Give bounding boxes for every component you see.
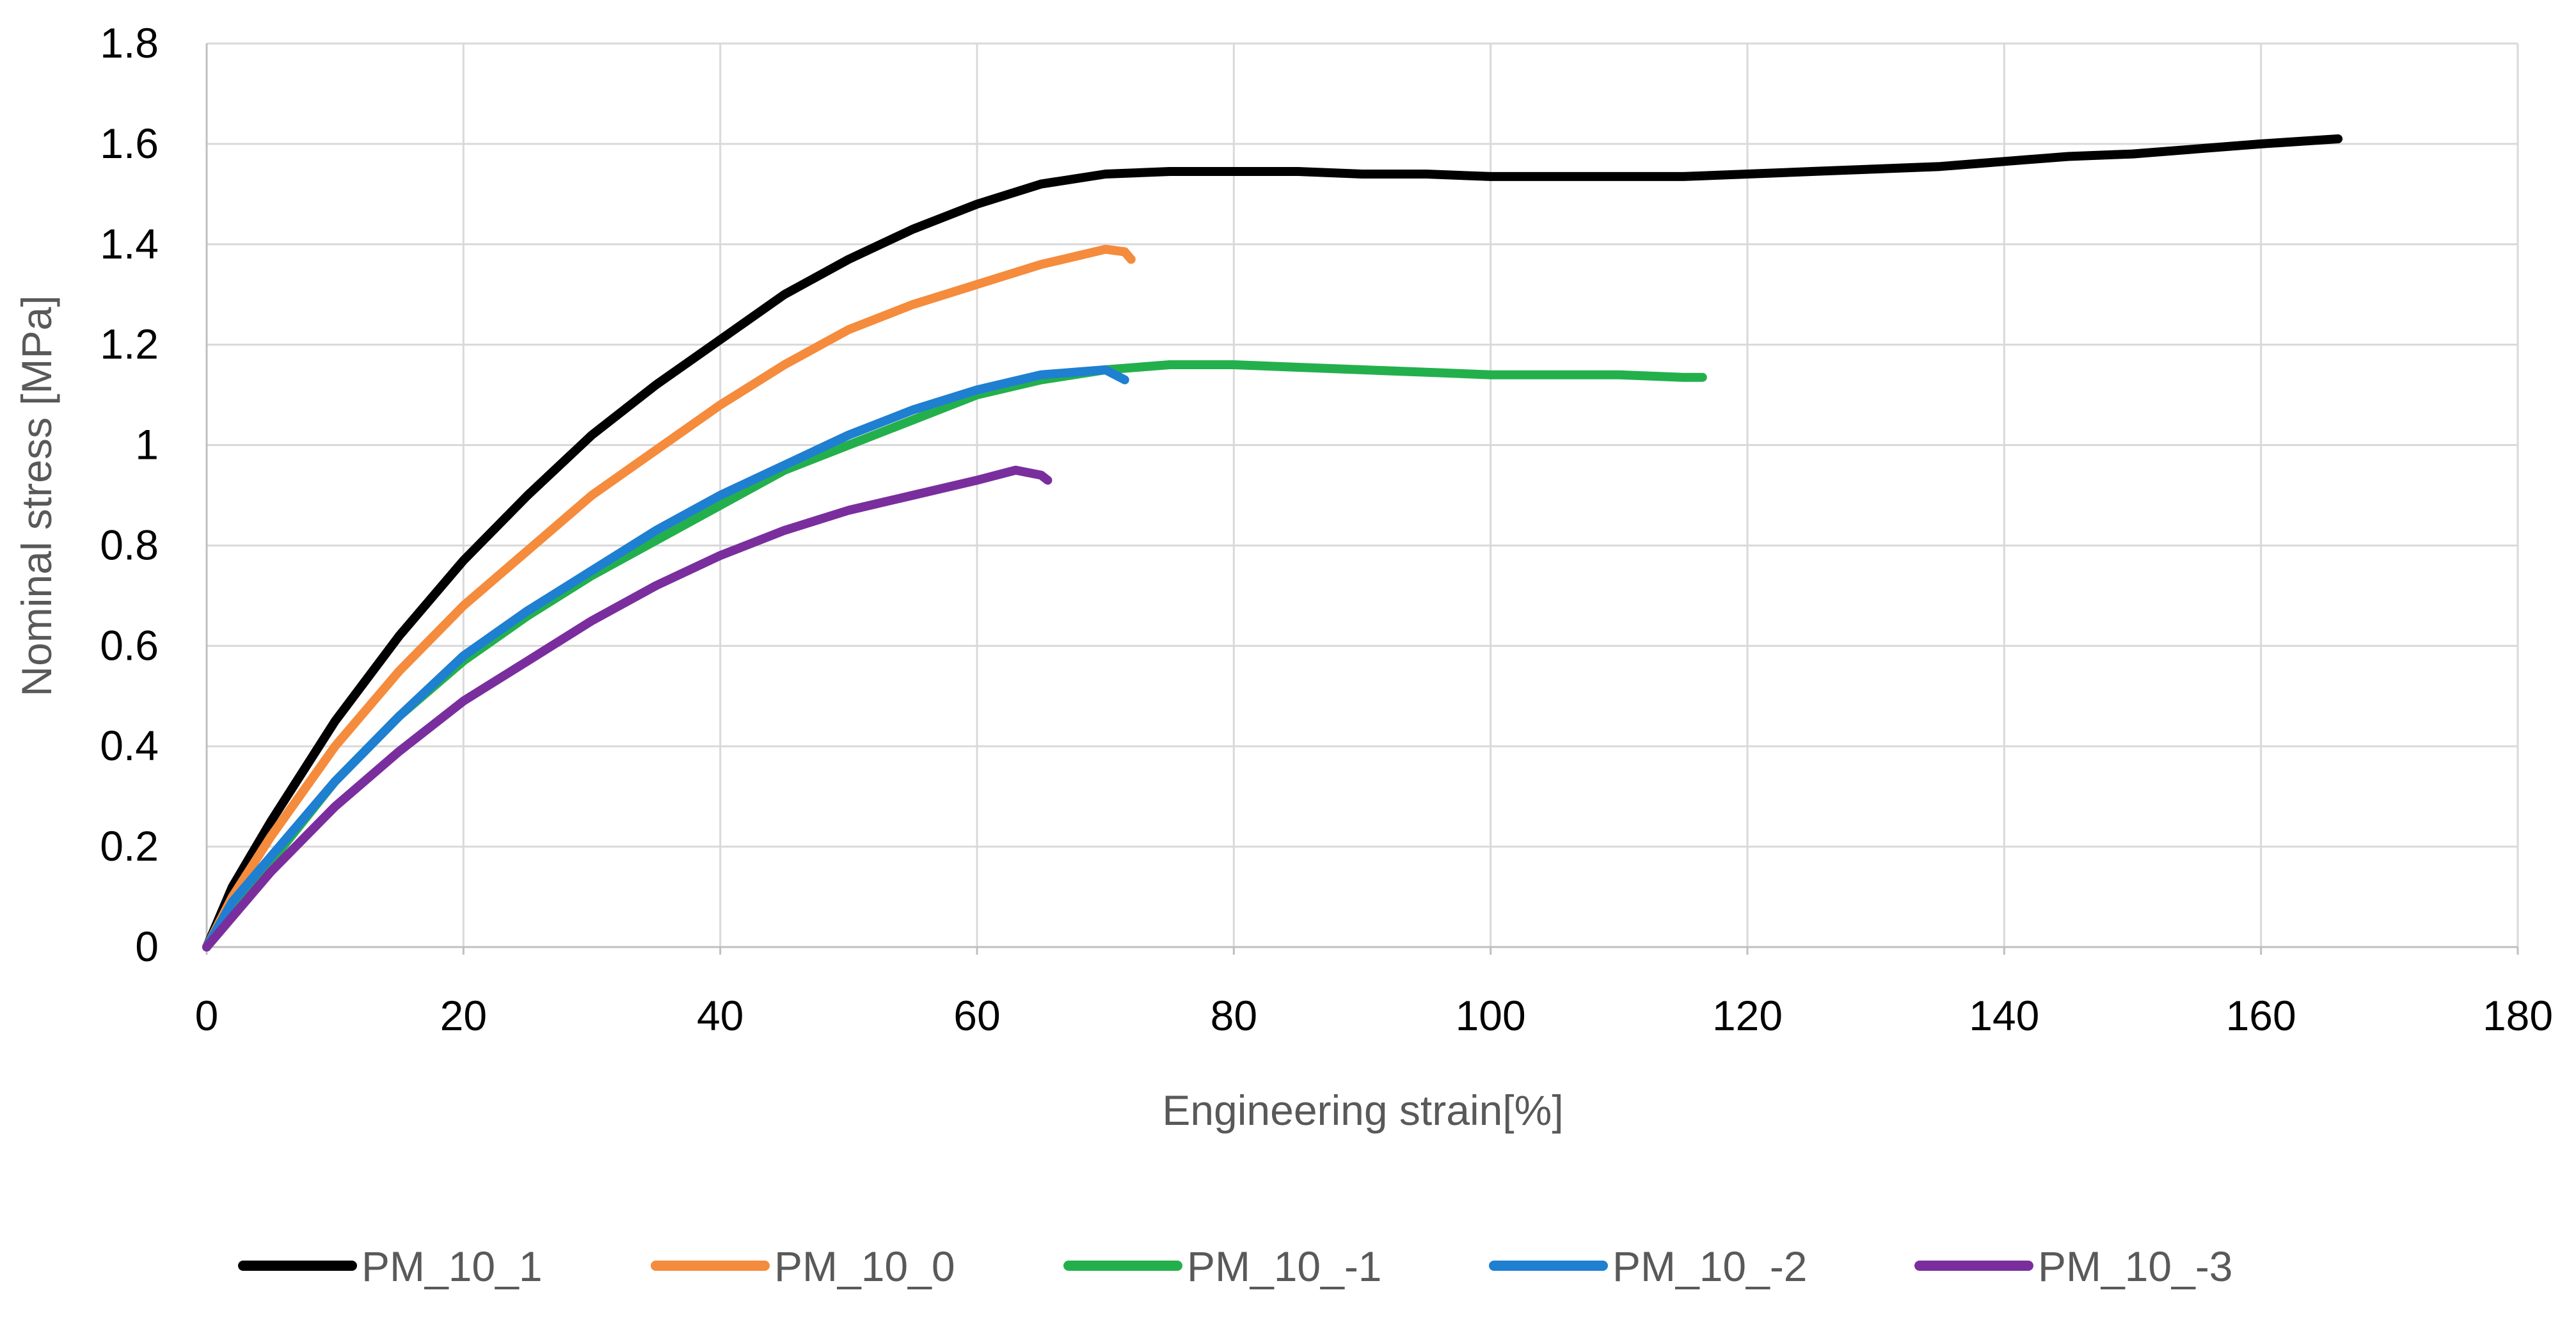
y-tick-label: 0.8 xyxy=(100,521,159,568)
x-tick-label: 120 xyxy=(1712,992,1783,1039)
x-tick-label: 40 xyxy=(697,992,743,1039)
y-tick-label: 1 xyxy=(135,421,159,468)
gridlines xyxy=(207,42,2519,947)
y-tick-label: 0 xyxy=(135,923,159,970)
series-line-pm-10-1 xyxy=(202,360,1707,952)
data-series xyxy=(202,134,2343,952)
legend-label: PM_10_0 xyxy=(774,1243,955,1290)
x-tick-label: 180 xyxy=(2483,992,2553,1039)
legend-item: PM_10_-2 xyxy=(1489,1243,1808,1290)
legend: PM_10_1 PM_10_0 PM_10_-1 PM_10_-2 PM_10_-3 xyxy=(238,1243,2233,1290)
legend-label: PM_10_-2 xyxy=(1612,1243,1808,1290)
y-tick-label: 0.4 xyxy=(100,722,159,769)
x-tick-label: 100 xyxy=(1456,992,1526,1039)
y-tick-label: 1.8 xyxy=(100,19,159,67)
legend-label: PM_10_-1 xyxy=(1187,1243,1382,1290)
x-tick-label: 160 xyxy=(2226,992,2296,1039)
x-tick-label: 60 xyxy=(953,992,1000,1039)
y-tick-label: 0.2 xyxy=(100,822,159,870)
x-axis-title: Engineering strain[%] xyxy=(1162,1087,1563,1134)
y-tick-label: 1.4 xyxy=(100,220,159,267)
axes xyxy=(205,44,2519,955)
legend-label: PM_10_-3 xyxy=(2038,1243,2233,1290)
series-line-pm-10-2 xyxy=(202,365,1129,952)
legend-label: PM_10_1 xyxy=(362,1243,543,1290)
series-line-pm-10-0 xyxy=(202,244,1136,952)
x-tick-label: 20 xyxy=(440,992,487,1039)
series-line-pm-10-3 xyxy=(202,465,1053,952)
x-tick-label: 140 xyxy=(1969,992,2039,1039)
x-tick-label: 0 xyxy=(195,992,219,1039)
legend-item: PM_10_-3 xyxy=(1914,1243,2233,1290)
y-axis-title: Nominal stress [MPa] xyxy=(13,295,60,696)
legend-item: PM_10_0 xyxy=(651,1243,955,1290)
legend-item: PM_10_1 xyxy=(238,1243,543,1290)
legend-item: PM_10_-1 xyxy=(1063,1243,1382,1290)
y-tick-label: 1.6 xyxy=(100,120,159,167)
series-line-pm-10-1 xyxy=(202,134,2343,952)
y-tick-label: 0.6 xyxy=(100,621,159,669)
x-tick-label: 80 xyxy=(1211,992,1257,1039)
y-tick-label: 1.2 xyxy=(100,321,159,368)
tick-labels: 0 0.2 0.4 0.6 0.8 1 1.2 1.4 1.6 1.8 0 20 40 60 80 100 12… xyxy=(100,19,2553,1039)
